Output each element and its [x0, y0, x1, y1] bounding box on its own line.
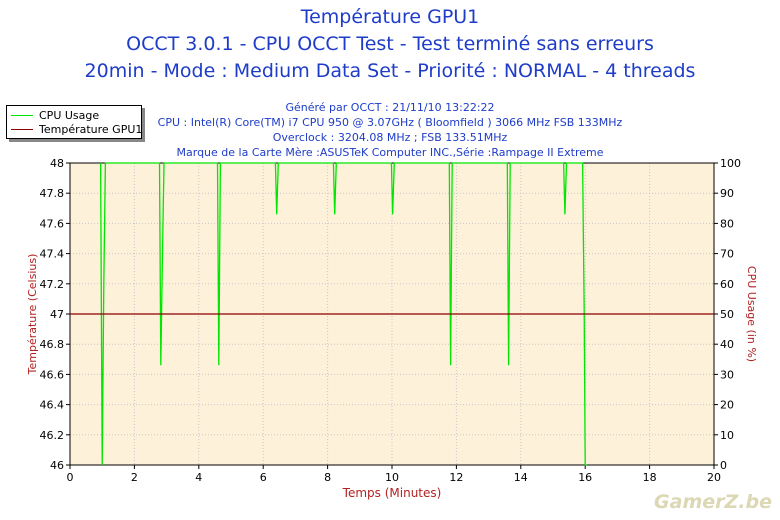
y-right-tick-label: 0: [720, 459, 727, 472]
legend-swatch-cpu: [11, 114, 33, 116]
y-left-tick-label: 47.6: [40, 217, 65, 230]
y-left-tick-label: 47.2: [40, 278, 65, 291]
y-right-tick-label: 40: [720, 338, 734, 351]
y-right-tick-label: 10: [720, 429, 734, 442]
legend-label-cpu: CPU Usage: [39, 108, 100, 122]
y-left-tick-label: 47: [50, 308, 64, 321]
series-line-cpu-usage: [99, 162, 587, 466]
y-right-tick-label: 100: [720, 157, 741, 170]
x-axis-label: Temps (Minutes): [342, 486, 442, 500]
legend-label-temperature: Température GPU1: [39, 122, 143, 136]
legend-item-temperature: Température GPU1: [11, 122, 142, 136]
y-left-tick-label: 47.8: [40, 187, 65, 200]
info-generated: Généré par OCCT : 21/11/10 13:22:22: [285, 101, 495, 114]
x-tick-label: 0: [67, 471, 74, 484]
y-right-tick-label: 50: [720, 308, 734, 321]
y-right-tick-label: 90: [720, 187, 734, 200]
legend-swatch-temperature: [11, 128, 33, 130]
x-tick-label: 4: [195, 471, 202, 484]
y-right-tick-label: 60: [720, 278, 734, 291]
y-left-tick-label: 46: [50, 459, 64, 472]
x-tick-label: 18: [643, 471, 657, 484]
y-left-tick-label: 48: [50, 157, 64, 170]
x-tick-label: 14: [514, 471, 528, 484]
chart-subtitle-test: OCCT 3.0.1 - CPU OCCT Test - Test termin…: [126, 33, 654, 55]
chart-legend: CPU Usage Température GPU1: [6, 105, 142, 139]
x-tick-label: 12: [449, 471, 463, 484]
y-left-axis-label: Température (Celsius): [26, 254, 39, 376]
chart-title: Température GPU1: [300, 6, 480, 28]
x-tick-label: 2: [131, 471, 138, 484]
y-left-tick-label: 46.6: [40, 368, 65, 381]
y-right-tick-label: 70: [720, 248, 734, 261]
x-tick-label: 16: [578, 471, 592, 484]
y-right-tick-label: 30: [720, 368, 734, 381]
y-right-tick-label: 80: [720, 217, 734, 230]
y-left-tick-label: 46.4: [40, 399, 65, 412]
info-motherboard: Marque de la Carte Mère :ASUSTeK Compute…: [176, 146, 604, 159]
chart-subtitle-mode: 20min - Mode : Medium Data Set - Priorit…: [84, 60, 696, 82]
x-tick-label: 20: [707, 471, 721, 484]
y-right-axis-label: CPU Usage (in %): [745, 266, 758, 362]
y-left-tick-label: 47.4: [40, 248, 65, 261]
y-right-tick-label: 20: [720, 399, 734, 412]
x-tick-label: 8: [324, 471, 331, 484]
x-tick-label: 6: [260, 471, 267, 484]
y-left-tick-label: 46.2: [40, 429, 65, 442]
y-left-tick-label: 46.8: [40, 338, 65, 351]
brand-watermark: GamerZ.be: [654, 491, 772, 513]
info-overclock: Overclock : 3204.08 MHz ; FSB 133.51MHz: [272, 131, 508, 144]
legend-item-cpu-usage: CPU Usage: [11, 108, 99, 122]
info-cpu: CPU : Intel(R) Core(TM) i7 CPU 950 @ 3.0…: [157, 116, 623, 129]
x-tick-label: 10: [385, 471, 399, 484]
